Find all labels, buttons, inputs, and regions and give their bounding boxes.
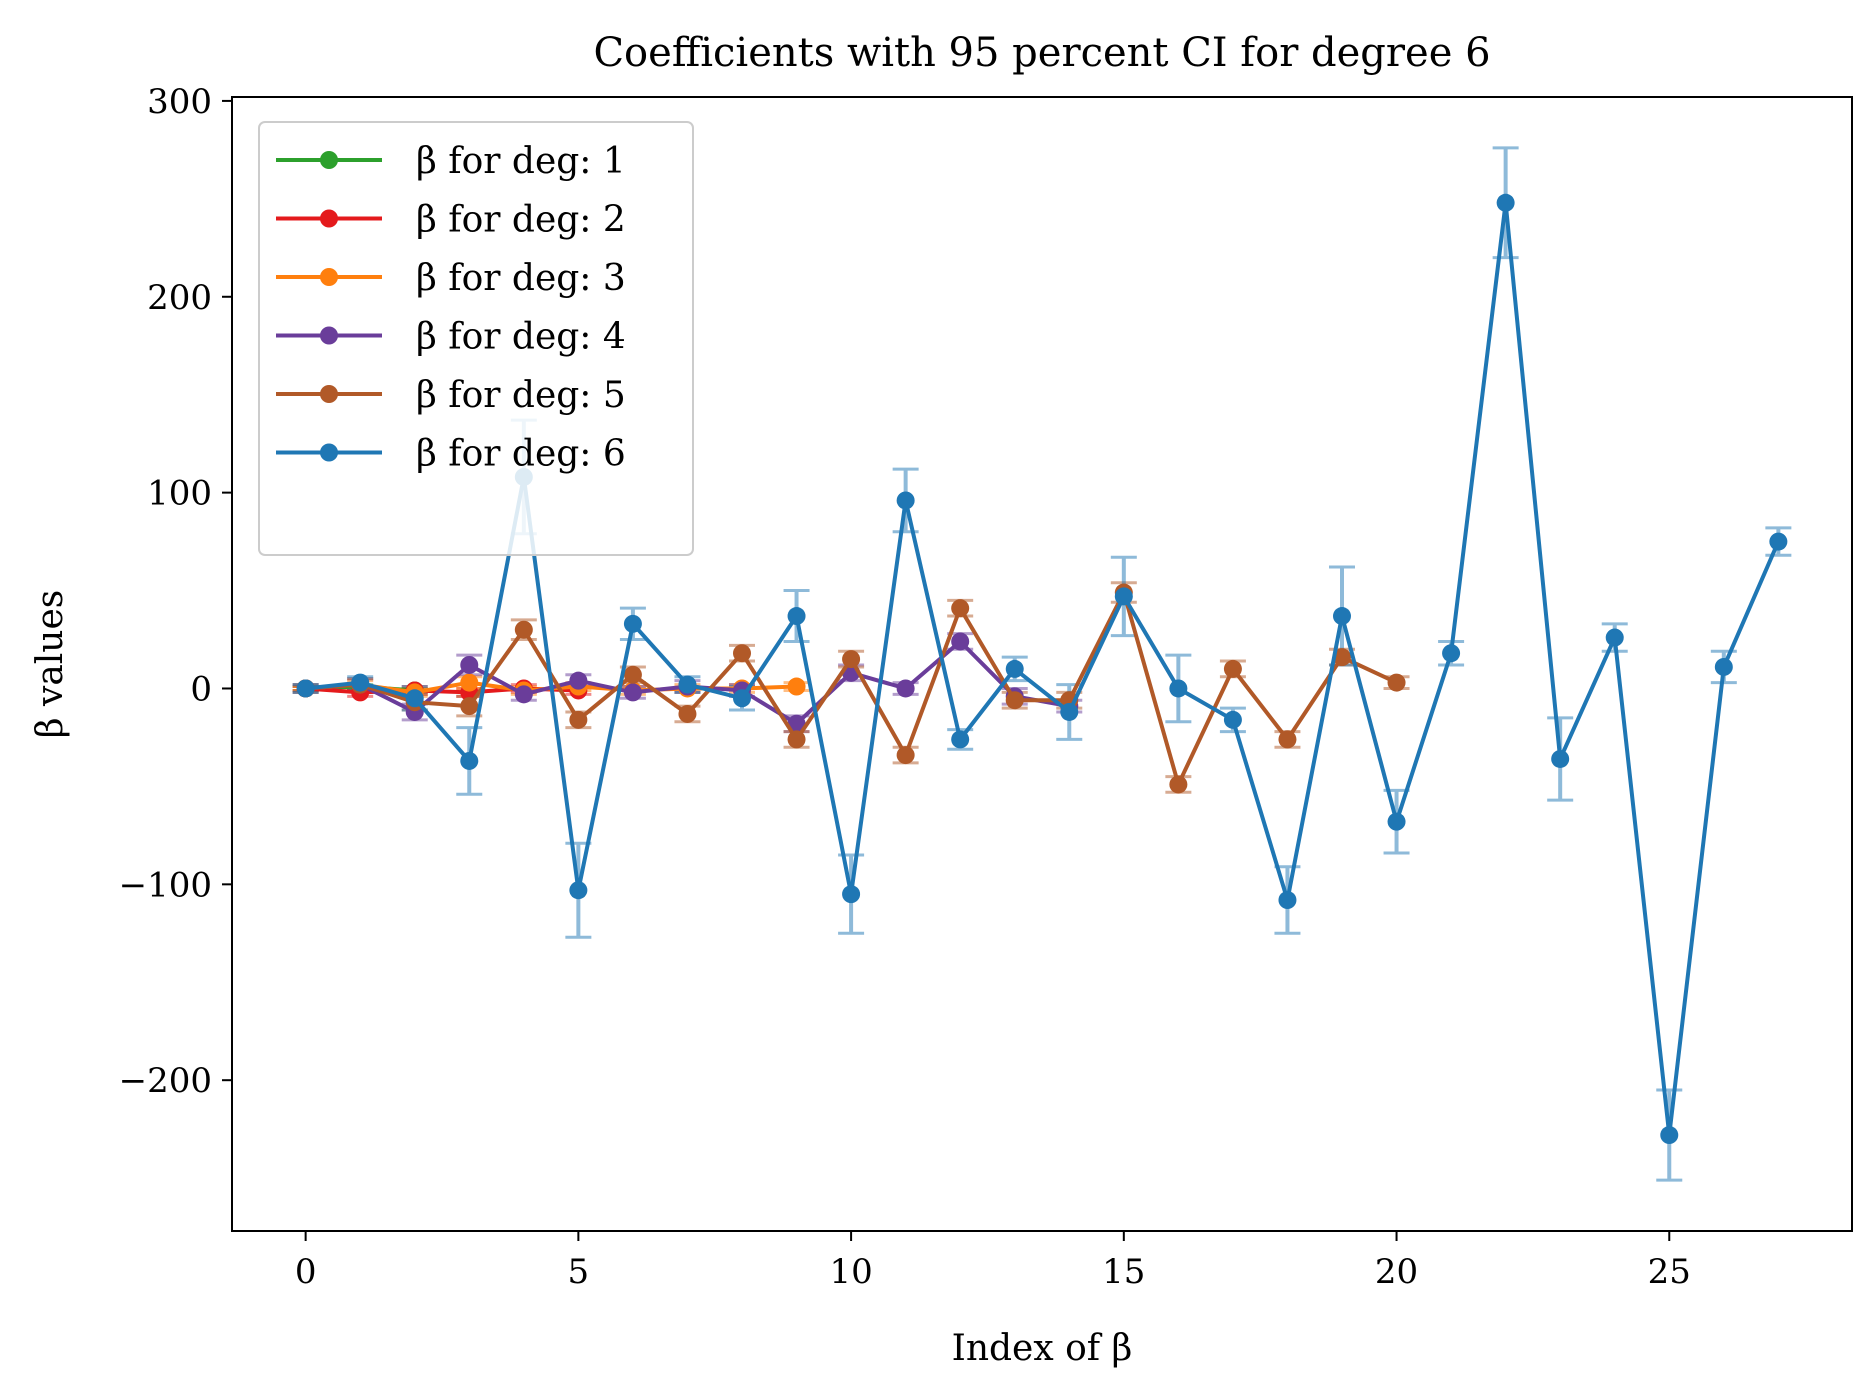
data-point <box>787 677 806 696</box>
data-point <box>1496 193 1515 212</box>
data-point <box>460 751 479 770</box>
legend-marker <box>320 326 338 345</box>
y-axis: −200 −100 0 100 200 300 <box>119 82 232 1101</box>
data-point <box>1114 587 1133 606</box>
data-point <box>733 689 751 708</box>
legend-marker <box>320 443 338 462</box>
data-point <box>951 730 970 749</box>
data-point <box>460 697 479 716</box>
data-point <box>569 671 588 690</box>
data-point <box>569 881 588 900</box>
data-point <box>514 620 533 639</box>
data-point <box>1169 679 1188 698</box>
data-point <box>1333 648 1351 667</box>
x-axis: 0 5 10 15 20 25 <box>295 1231 1691 1292</box>
data-point <box>460 655 479 674</box>
x-tick-label: 0 <box>295 1252 317 1292</box>
series-layer <box>296 193 1788 1145</box>
data-point <box>1333 607 1351 626</box>
data-point <box>460 673 479 692</box>
data-point <box>1060 702 1079 721</box>
y-tick-label: 100 <box>147 474 212 514</box>
data-point <box>842 885 861 904</box>
data-point <box>1769 532 1788 551</box>
data-point <box>896 491 915 510</box>
data-point <box>896 746 915 765</box>
data-point <box>1605 628 1624 647</box>
y-tick-label: −200 <box>119 1061 212 1101</box>
data-point <box>1387 812 1406 831</box>
data-point <box>1223 710 1242 729</box>
legend-marker <box>320 268 338 286</box>
x-tick-label: 25 <box>1648 1252 1691 1292</box>
data-point <box>1005 659 1024 678</box>
y-tick-label: 0 <box>190 669 212 709</box>
data-point <box>896 679 915 698</box>
data-point <box>1660 1126 1679 1145</box>
y-tick-label: 200 <box>147 278 212 318</box>
legend-label: β for deg: 4 <box>416 317 626 358</box>
data-point <box>623 665 642 684</box>
plot-area-frame <box>231 96 1853 1232</box>
data-point <box>1169 775 1188 794</box>
chart-title: Coefficients with 95 percent CI for degr… <box>593 30 1490 76</box>
legend-marker <box>320 209 338 228</box>
data-point <box>733 644 751 663</box>
data-point <box>296 679 315 698</box>
legend-label: β for deg: 2 <box>416 200 626 241</box>
x-tick-label: 5 <box>568 1252 590 1292</box>
data-point <box>787 730 806 749</box>
legend-marker <box>320 151 338 169</box>
y-tick-label: −100 <box>119 865 212 905</box>
x-tick-label: 15 <box>1102 1252 1145 1292</box>
data-point <box>678 704 697 723</box>
series-line <box>305 200 1781 1138</box>
y-tick-label: 300 <box>147 82 212 122</box>
data-point <box>1387 673 1406 692</box>
data-point <box>951 599 970 618</box>
data-point <box>405 689 424 708</box>
legend-label: β for deg: 1 <box>416 141 626 182</box>
data-point <box>1551 749 1570 768</box>
data-point <box>1223 659 1242 678</box>
legend-items: β for deg: 1 β for deg: 2 β for deg: 3 β fo… <box>276 141 626 475</box>
legend-label: β for deg: 5 <box>416 375 626 416</box>
data-point <box>569 710 588 729</box>
data-point <box>1714 657 1733 676</box>
data-point <box>1278 730 1297 749</box>
data-point <box>351 673 370 692</box>
x-tick-label: 10 <box>829 1252 872 1292</box>
data-point <box>1278 891 1297 910</box>
data-point <box>1005 691 1024 710</box>
y-axis-label: β values <box>30 590 71 739</box>
legend: β for deg: 1 β for deg: 2 β for deg: 3 β fo… <box>258 121 694 556</box>
legend-label: β for deg: 6 <box>416 434 626 475</box>
data-point <box>1442 644 1461 663</box>
data-point <box>514 685 533 704</box>
data-point <box>787 714 806 733</box>
legend-box <box>258 121 694 556</box>
data-point <box>951 632 970 651</box>
x-axis-label: Index of β <box>952 1328 1133 1369</box>
data-point <box>678 675 697 694</box>
data-point <box>623 614 642 633</box>
data-point <box>842 650 861 669</box>
x-tick-label: 20 <box>1375 1252 1418 1292</box>
legend-marker <box>320 385 338 403</box>
data-point <box>787 607 806 626</box>
data-point <box>623 683 642 702</box>
series-group <box>296 193 1788 1145</box>
legend-label: β for deg: 3 <box>416 258 626 299</box>
